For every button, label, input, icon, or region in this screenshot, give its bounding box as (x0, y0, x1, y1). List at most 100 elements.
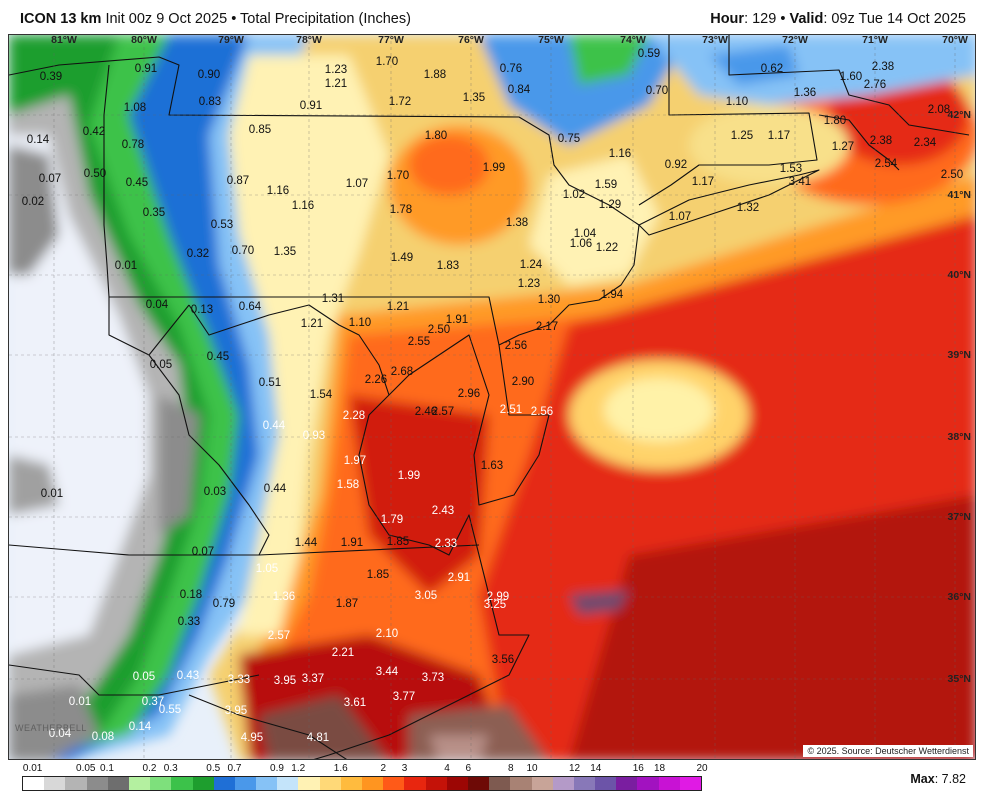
legend-label: 1.2 (291, 763, 306, 774)
precip-value: 1.16 (608, 148, 632, 160)
legend-label: 2 (380, 763, 387, 774)
precip-value: 1.80 (823, 115, 847, 127)
legend-label: 0.2 (142, 763, 157, 774)
legend-color-bar (22, 776, 702, 791)
precip-value: 2.10 (375, 628, 399, 640)
latitude-label: 42°N (947, 109, 971, 121)
hour-label: Hour (710, 11, 745, 27)
precip-value: 1.17 (691, 176, 715, 188)
precip-value: 1.72 (388, 96, 412, 108)
header: ICON 13 km Init 00z 9 Oct 2025 • Total P… (0, 0, 984, 34)
precip-value: 1.99 (397, 470, 421, 482)
legend-swatch (171, 777, 193, 790)
precip-value: 3.44 (375, 666, 399, 678)
legend-swatch (277, 777, 299, 790)
precip-value: 0.83 (198, 96, 222, 108)
precip-value: 1.53 (779, 163, 803, 175)
precip-value: 0.50 (83, 168, 107, 180)
precip-value: 1.78 (389, 204, 413, 216)
precip-value: 1.10 (725, 96, 749, 108)
precip-value: 2.50 (940, 169, 964, 181)
precip-value: 0.14 (128, 721, 152, 733)
precip-value: 0.02 (21, 196, 45, 208)
legend-swatch (213, 777, 235, 790)
precip-value: 1.16 (266, 185, 290, 197)
precip-value: 2.90 (511, 376, 535, 388)
precip-value: 1.10 (348, 317, 372, 329)
precip-value: 2.96 (457, 388, 481, 400)
precip-value: 2.28 (342, 410, 366, 422)
precip-value: 0.01 (40, 488, 64, 500)
precip-value: 1.21 (324, 78, 348, 90)
legend-label: 0.1 (100, 763, 114, 774)
legend-label: 0.01 (22, 763, 43, 774)
legend-swatch (552, 777, 574, 790)
legend-swatch (595, 777, 617, 790)
legend-label: 8 (507, 763, 514, 774)
precip-value: 2.34 (913, 137, 937, 149)
precip-value: 1.31 (321, 293, 345, 305)
longitude-label: 72°W (782, 34, 808, 46)
latitude-label: 39°N (947, 349, 971, 361)
latitude-label: 38°N (947, 431, 971, 443)
precip-value: 1.70 (386, 170, 410, 182)
precip-value: 2.21 (331, 647, 355, 659)
precip-value: 0.04 (48, 728, 72, 740)
legend-swatch (65, 777, 87, 790)
precip-value: 2.68 (390, 366, 414, 378)
precip-value: 1.35 (273, 246, 297, 258)
precip-value: 1.91 (445, 314, 469, 326)
valid-value: : 09z Tue 14 Oct 2025 (823, 11, 966, 27)
precip-value: 0.76 (499, 63, 523, 75)
precip-value: 1.29 (598, 199, 622, 211)
legend-swatch (319, 777, 341, 790)
precip-value: 0.92 (664, 159, 688, 171)
precip-value: 1.49 (390, 252, 414, 264)
legend-label: 14 (590, 763, 602, 774)
color-legend: 0.01 0.05 0.1 0.2 0.3 0.5 0.7 0.9 1.2 1.6 2 3 4 6 8 10 1… (22, 762, 708, 798)
longitude-label: 70°W (942, 34, 968, 46)
longitude-label: 79°W (218, 34, 244, 46)
precip-value: 1.05 (255, 563, 279, 575)
precip-value: 3.61 (343, 697, 367, 709)
precip-value: 1.24 (519, 259, 543, 271)
precip-value: 1.17 (767, 130, 791, 142)
precip-value: 0.44 (263, 483, 287, 495)
precip-value: 0.03 (203, 486, 227, 498)
precip-value: 2.55 (407, 336, 431, 348)
legend-labels: 0.01 0.05 0.1 0.2 0.3 0.5 0.7 0.9 1.2 1.6 2 3 4 6 8 10 1… (22, 762, 708, 776)
legend-swatch (234, 777, 257, 790)
map-field (9, 35, 975, 759)
precip-value: 3.56 (491, 654, 515, 666)
precip-value: 4.81 (306, 732, 330, 744)
precip-value: 0.39 (39, 71, 63, 83)
precip-value: 1.36 (272, 591, 296, 603)
precip-value: 0.59 (637, 48, 661, 60)
precip-value: 3.73 (421, 672, 445, 684)
legend-swatch (531, 777, 553, 790)
longitude-label: 73°W (702, 34, 728, 46)
init-time: Init 00z 9 Oct 2025 (105, 11, 228, 27)
precip-value: 2.50 (427, 324, 451, 336)
precip-value: 0.70 (231, 245, 255, 257)
bullet-separator-2: • (780, 11, 786, 27)
precip-value: 1.83 (436, 260, 460, 272)
precip-value: 1.91 (340, 537, 364, 549)
precip-value: 1.54 (309, 389, 333, 401)
precip-value: 1.80 (424, 130, 448, 142)
precip-value: 1.04 (573, 228, 597, 240)
precip-value: 3.41 (788, 176, 812, 188)
precip-value: 2.76 (863, 79, 887, 91)
precip-value: 1.70 (375, 56, 399, 68)
precip-value: 0.08 (91, 731, 115, 743)
precip-value: 0.79 (212, 598, 236, 610)
precip-value: 0.84 (507, 84, 531, 96)
precip-value: 0.91 (134, 63, 158, 75)
legend-swatch (616, 777, 638, 790)
precip-value: 0.01 (68, 696, 92, 708)
legend-swatch (340, 777, 362, 790)
precip-value: 2.51 (499, 404, 523, 416)
model-name: ICON 13 km (20, 11, 102, 27)
hour-value: : 129 (744, 11, 777, 27)
legend-swatch (446, 777, 468, 790)
